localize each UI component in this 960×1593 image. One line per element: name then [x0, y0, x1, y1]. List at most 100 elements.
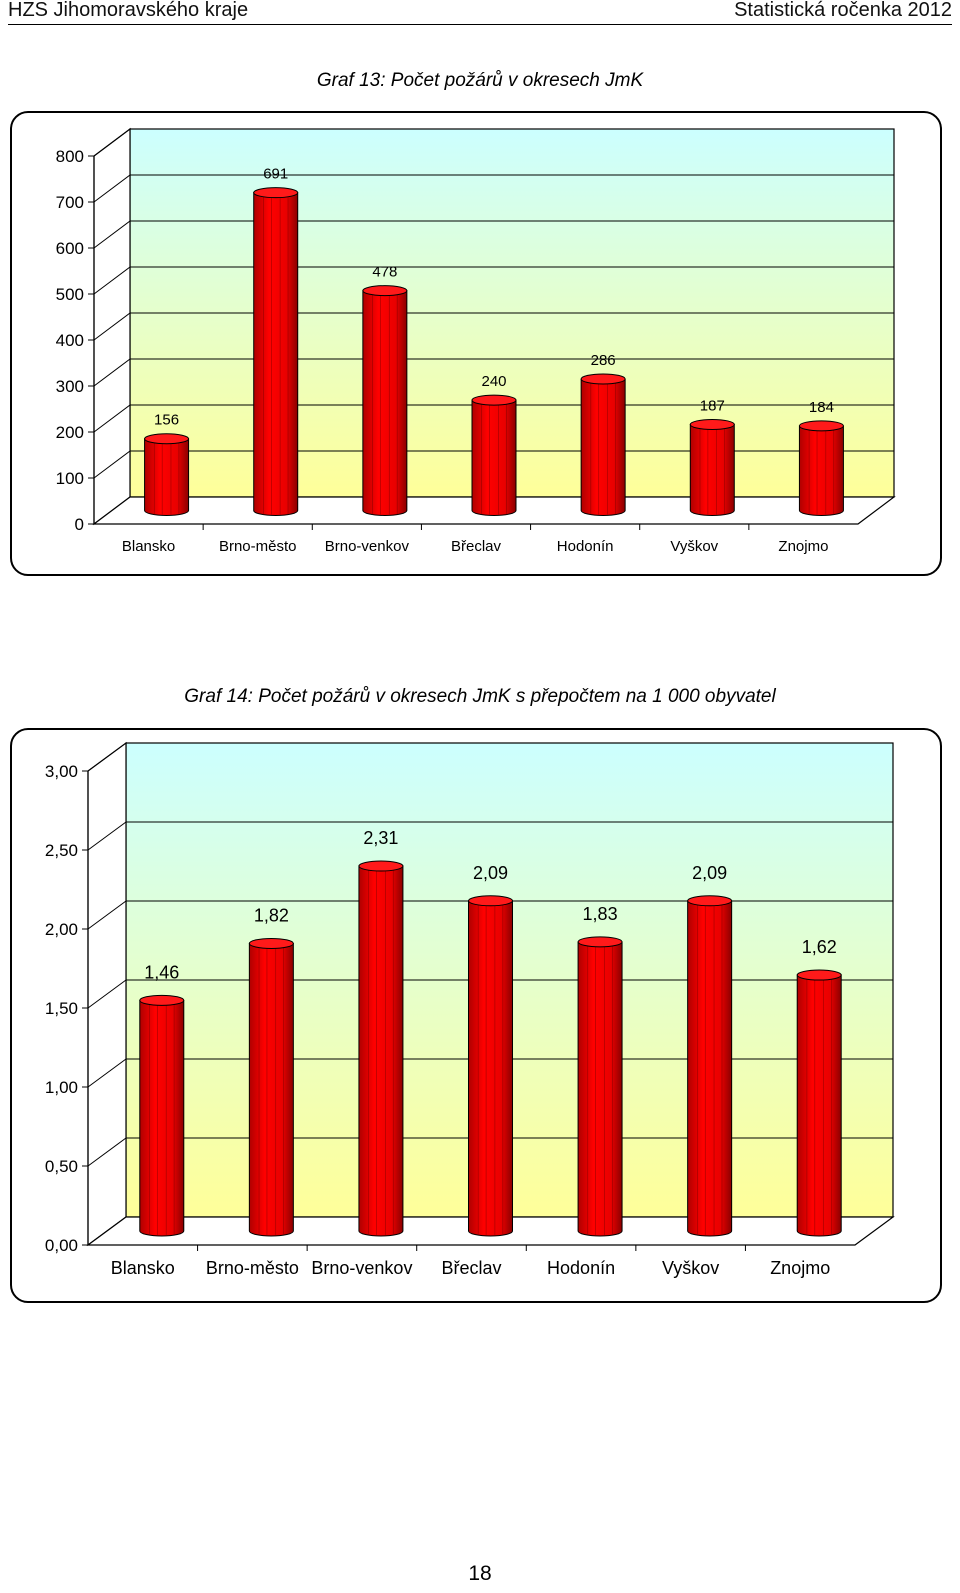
- chart1-data-label: 187: [700, 397, 725, 414]
- bar-top-cap: [253, 187, 299, 199]
- chart1-side-gridline: [93, 128, 131, 157]
- chart1-y-tick-label: 300: [56, 377, 84, 396]
- chart1-y-tick-label: 800: [56, 147, 84, 166]
- chart2-bar-blansko: [139, 994, 185, 1237]
- chart2-side-gridline: [87, 742, 127, 772]
- chart2-category-label: Vyškov: [662, 1258, 719, 1278]
- bar-top-cap: [580, 373, 626, 385]
- page-header: HZS Jihomoravského kraje Statistická roč…: [8, 0, 952, 25]
- chart2-side-gridline: [87, 1137, 127, 1167]
- chart2-side-gridline: [87, 979, 127, 1009]
- bar-top-cap: [687, 895, 733, 907]
- chart1-category-label: Znojmo: [778, 538, 828, 555]
- header-organization: HZS Jihomoravského kraje: [8, 0, 249, 21]
- chart1-title: Graf 13: Počet požárů v okresech JmK: [316, 70, 644, 91]
- chart1-y-tick-label: 500: [56, 285, 84, 304]
- chart2-y-tick-label: 2,50: [45, 841, 78, 860]
- chart1-side-gridline: [93, 266, 131, 295]
- chart2-bar-hodon-n: [577, 936, 623, 1237]
- chart2-data-label: 2,31: [363, 828, 398, 848]
- chart1-data-label: 286: [591, 352, 616, 369]
- chart1-bar-hodon-n: [580, 373, 626, 516]
- chart1-bar-brno-m-sto: [253, 187, 299, 516]
- bar-top-cap: [689, 418, 735, 430]
- chart1-bar-blansko: [144, 433, 190, 516]
- bar-top-cap: [798, 420, 844, 432]
- chart1-side-gridline: [93, 358, 131, 387]
- chart2-y-tick-label: 3,00: [45, 762, 78, 781]
- bar-body: [248, 942, 294, 1237]
- chart2-category-label: Brno-venkov: [311, 1258, 412, 1278]
- chart2-y-tick-label: 0,50: [45, 1157, 78, 1176]
- chart1-bar-b-eclav: [471, 394, 517, 516]
- chart1-category-label: Brno-město: [219, 538, 297, 555]
- chart1-data-label: 156: [154, 412, 179, 429]
- chart2-bar-znojmo: [796, 969, 842, 1237]
- chart1-y-tick-label: 100: [56, 469, 84, 488]
- bar-body: [689, 423, 735, 516]
- chart2-category-label: Hodonín: [547, 1258, 615, 1278]
- chart1-side-gridline: [93, 312, 131, 341]
- bar-body: [798, 425, 844, 516]
- chart2-data-label: 2,09: [692, 863, 727, 883]
- chart2-title: Graf 14: Počet požárů v okresech JmK s p…: [184, 686, 776, 707]
- bar-top-cap: [577, 936, 623, 948]
- chart1-side-gridline: [93, 174, 131, 203]
- chart1-y-tick-label: 200: [56, 423, 84, 442]
- bar-top-cap: [358, 860, 404, 872]
- chart1-y-tick-label: 400: [56, 331, 84, 350]
- chart2-data-label: 1,62: [802, 937, 837, 957]
- chart2-data-label: 1,46: [144, 962, 179, 982]
- bar-body: [580, 378, 626, 516]
- chart2-side-gridline: [87, 821, 127, 851]
- bar-top-cap: [362, 285, 408, 297]
- chart1-data-label: 184: [809, 399, 834, 416]
- chart1-category-label: Hodonín: [557, 538, 614, 555]
- bar-body: [687, 900, 733, 1237]
- bar-body: [139, 999, 185, 1237]
- chart1-category-label: Brno-venkov: [325, 538, 410, 555]
- bar-top-cap: [468, 895, 513, 907]
- chart2-category-label: Znojmo: [770, 1258, 830, 1278]
- bar-body: [796, 974, 842, 1237]
- chart1-bar-vy-kov: [689, 418, 735, 516]
- bar-top-cap: [139, 994, 185, 1006]
- bar-body: [253, 192, 299, 516]
- chart1-data-label: 240: [481, 373, 506, 390]
- chart1-data-label: 691: [263, 166, 288, 183]
- chart2-category-label: Brno-město: [206, 1258, 299, 1278]
- header-publication: Statistická ročenka 2012: [734, 0, 952, 21]
- bar-body: [577, 941, 623, 1237]
- chart2-bar-brno-m-sto: [248, 937, 294, 1237]
- chart2-category-label: Břeclav: [441, 1258, 501, 1278]
- chart2-y-tick-label: 1,00: [45, 1078, 78, 1097]
- chart2-bar-b-eclav: [468, 895, 513, 1237]
- chart1-side-gridline: [93, 220, 131, 249]
- chart2-category-label: Blansko: [111, 1258, 175, 1278]
- chart1-y-tick-label: 600: [56, 239, 84, 258]
- chart1-bar-znojmo: [798, 420, 844, 516]
- chart2-data-label: 2,09: [473, 863, 508, 883]
- chart1-side-gridline: [93, 404, 131, 433]
- bar-top-cap: [796, 969, 842, 981]
- chart2-data-label: 1,83: [583, 904, 618, 924]
- chart2-side-gridline: [87, 1058, 127, 1088]
- bar-body: [144, 438, 190, 516]
- page-number: 18: [468, 1562, 492, 1585]
- chart1-y-tick-label: 700: [56, 193, 84, 212]
- chart2-bar-brno-venkov: [358, 860, 404, 1237]
- chart2-y-tick-label: 2,00: [45, 920, 78, 939]
- bar-top-cap: [248, 937, 294, 949]
- chart2-bar-vy-kov: [687, 895, 733, 1237]
- bar-body: [358, 865, 404, 1237]
- chart1-bar-brno-venkov: [362, 285, 408, 516]
- chart2-data-label: 1,82: [254, 905, 289, 925]
- bar-top-cap: [471, 394, 517, 406]
- chart1-category-label: Blansko: [122, 538, 175, 555]
- bar-top-cap: [144, 433, 190, 445]
- chart1-y-tick-label: 0: [75, 515, 84, 534]
- chart2-y-tick-label: 0,00: [45, 1236, 78, 1255]
- chart1-data-label: 478: [372, 264, 397, 281]
